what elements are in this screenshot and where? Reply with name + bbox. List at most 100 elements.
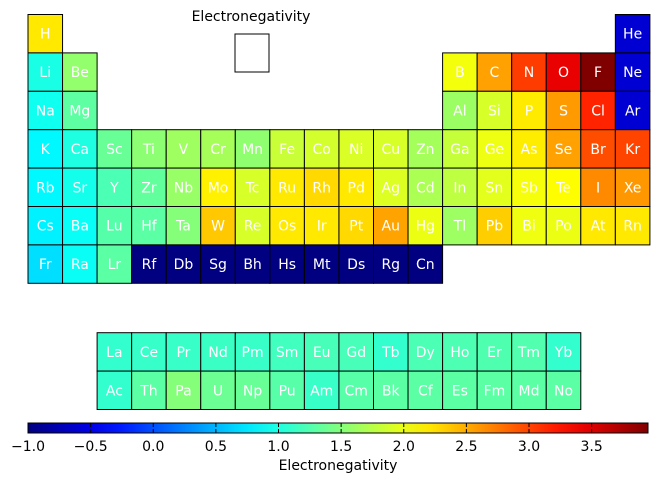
element-cell-rect (476, 332, 513, 372)
element-symbol: Co (313, 142, 331, 158)
element-cell-cm: Cm (338, 370, 375, 411)
element-cell-ba: Ba (62, 206, 98, 246)
element-cell-sr: Sr (62, 167, 98, 208)
element-cell-rect (200, 167, 236, 208)
element-symbol: Kr (625, 142, 640, 158)
element-cell-rect (27, 206, 64, 246)
element-cell-rect (200, 332, 236, 372)
element-cell-lr: Lr (96, 244, 133, 284)
element-cell-os: Os (269, 206, 305, 246)
element-cell-rg: Rg (373, 244, 409, 284)
element-cell-rect (96, 332, 133, 372)
element-cell-co: Co (303, 129, 340, 169)
element-symbol: Ne (623, 65, 642, 81)
element-cell-sc: Sc (96, 129, 133, 169)
element-symbol: Tc (245, 180, 260, 196)
element-symbol: Fr (39, 257, 52, 273)
element-cell-yb: Yb (545, 332, 582, 372)
element-symbol: Hf (141, 219, 158, 235)
element-cell-rect (200, 244, 236, 284)
element-cell-rect (234, 370, 271, 411)
colorbar-tick-label: 2.5 (455, 439, 477, 455)
element-cell-pu: Pu (269, 370, 305, 411)
element-cell-ca: Ca (62, 129, 98, 169)
element-symbol: Ce (140, 345, 158, 361)
colorbar-tick-label: 1.0 (267, 439, 289, 455)
element-symbol: Mo (208, 180, 229, 196)
element-cell-re: Re (234, 206, 271, 246)
element-symbol: Sr (72, 180, 87, 196)
colorbar-frame (27, 422, 649, 434)
element-cell-rect (476, 52, 513, 92)
element-cell-nd: Nd (200, 332, 236, 372)
element-symbol: Li (39, 65, 51, 81)
element-cell-md: Md (511, 370, 547, 411)
element-cell-rect (234, 206, 271, 246)
element-symbol: Dy (416, 345, 435, 361)
element-symbol: No (554, 383, 573, 399)
element-cell-bi: Bi (511, 206, 547, 246)
element-cell-rect (407, 167, 444, 208)
element-cell-lu: Lu (96, 206, 133, 246)
element-symbol: B (455, 65, 465, 81)
element-cell-dy: Dy (407, 332, 444, 372)
colorbar-tick-label: −0.5 (74, 439, 108, 455)
element-symbol: Es (452, 383, 468, 399)
element-symbol: Ds (347, 257, 365, 273)
element-cell-rect (62, 129, 98, 169)
element-cell-la: La (96, 332, 133, 372)
element-symbol: V (179, 142, 189, 158)
element-cell-cn: Cn (407, 244, 444, 284)
element-symbol: Si (488, 104, 501, 120)
element-symbol: Pb (486, 219, 503, 235)
element-cell-hs: Hs (269, 244, 305, 284)
colorbar-label: Electronegativity (279, 458, 398, 474)
element-symbol: He (623, 27, 642, 43)
element-cell-rect (476, 90, 513, 131)
element-symbol: Rb (36, 180, 55, 196)
colorbar-tick-label: 1.5 (330, 439, 352, 455)
element-symbol: Sg (209, 257, 227, 273)
element-cell-rect (476, 370, 513, 411)
element-symbol: Cu (381, 142, 400, 158)
element-symbol: Cd (416, 180, 435, 196)
element-cell-rect (338, 206, 375, 246)
element-cell-br: Br (580, 129, 616, 169)
element-symbol: Rg (381, 257, 400, 273)
element-cell-rect (165, 206, 202, 246)
element-cell-mt: Mt (303, 244, 340, 284)
element-cell-rect (614, 14, 651, 54)
element-cell-np: Np (234, 370, 271, 411)
element-symbol: Pt (349, 219, 363, 235)
element-cell-ga: Ga (442, 129, 478, 169)
element-symbol: As (521, 142, 538, 158)
element-symbol: Fe (279, 142, 295, 158)
element-cell-xe: Xe (614, 167, 651, 208)
element-cell-rect (614, 52, 651, 92)
element-symbol: Pd (348, 180, 365, 196)
element-cell-rect (373, 167, 409, 208)
element-cell-rect (511, 370, 547, 411)
element-symbol: Cl (591, 104, 605, 120)
element-symbol: Ba (71, 219, 89, 235)
element-cell-b: B (442, 52, 478, 92)
element-cell-es: Es (442, 370, 478, 411)
element-cell-pr: Pr (165, 332, 202, 372)
element-cell-rect (96, 244, 133, 284)
element-cell-rect (338, 244, 375, 284)
element-cell-rect (131, 244, 167, 284)
element-cell-sm: Sm (269, 332, 305, 372)
element-symbol: Hs (278, 257, 296, 273)
element-cell-tc: Tc (234, 167, 271, 208)
element-symbol: Am (310, 383, 333, 399)
element-cell-am: Am (303, 370, 340, 411)
element-cell-ge: Ge (476, 129, 513, 169)
element-cell-ir: Ir (303, 206, 340, 246)
element-cell-te: Te (545, 167, 582, 208)
element-cell-rect (303, 129, 340, 169)
element-cell-f: F (580, 52, 616, 92)
element-cell-rect (269, 370, 305, 411)
element-cell-rect (373, 370, 409, 411)
